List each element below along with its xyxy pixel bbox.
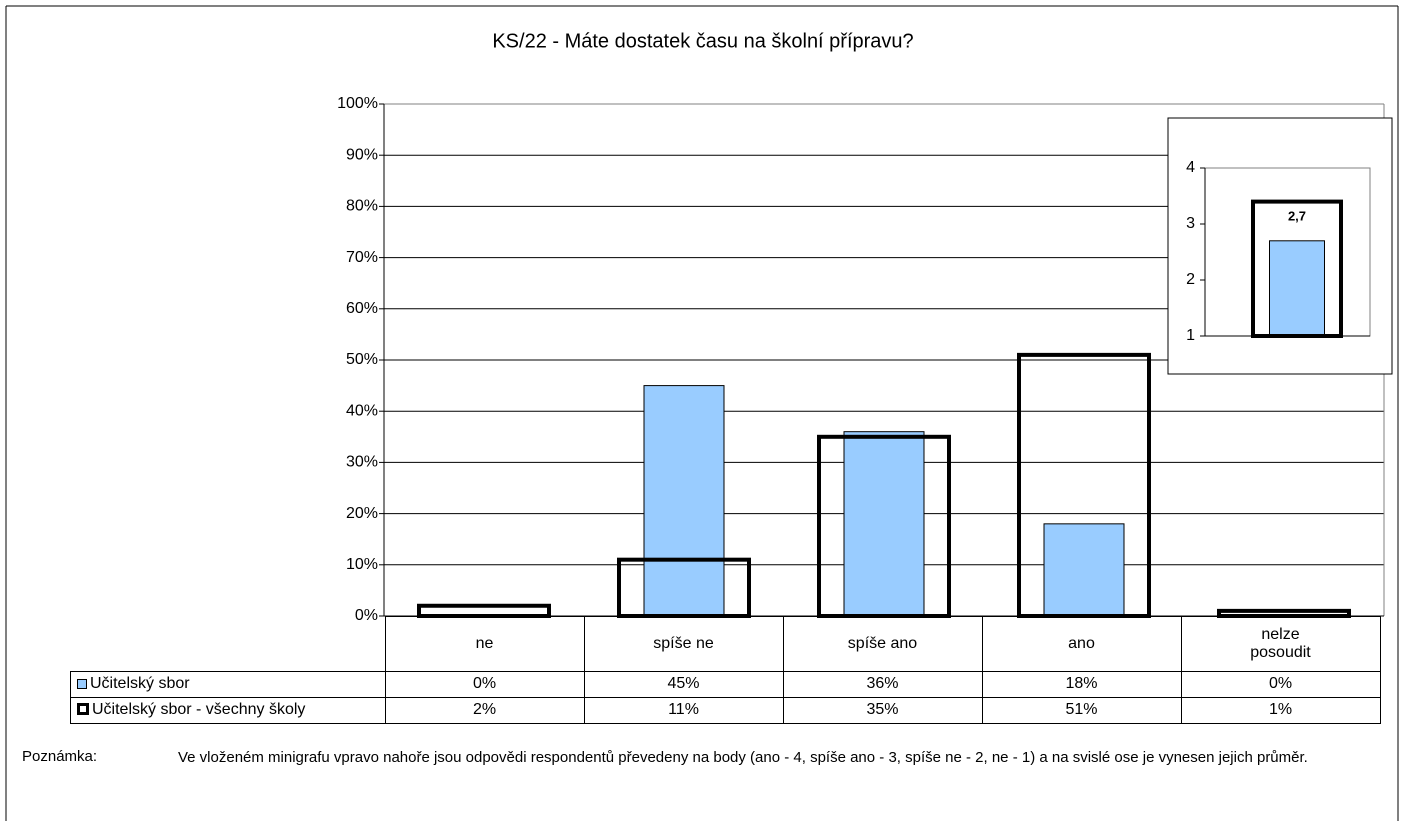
category-label: nelze posoudit <box>1180 616 1381 672</box>
legend-label: Učitelský sbor - všechny školy <box>92 701 306 718</box>
category-label: ne <box>384 616 585 672</box>
y-tick-label: 10% <box>346 556 378 573</box>
data-label: 11% <box>583 696 784 724</box>
bar-outline <box>417 603 551 619</box>
data-label: 2% <box>384 696 585 724</box>
y-tick-label: 80% <box>346 198 378 215</box>
category-label: spíše ne <box>583 616 784 672</box>
chart-title: KS/22 - Máte dostatek času na školní pří… <box>492 30 913 52</box>
data-label: 2,7 <box>1288 208 1306 223</box>
table-row: Učitelský sbor 0% 45% 36% 18% 0% <box>70 670 1381 698</box>
inset-y-tick-label: 3 <box>1186 215 1195 232</box>
note-label: Poznámka: <box>22 748 98 765</box>
data-label: 36% <box>782 670 983 698</box>
table-header-row: ne spíše ne spíše ano ano nelze posoudit <box>71 616 1381 672</box>
legend-key <box>77 679 87 689</box>
y-tick-label: 100% <box>337 95 378 112</box>
data-label: 18% <box>981 670 1182 698</box>
empty-cell <box>71 617 386 672</box>
y-tick-label: 90% <box>346 146 378 163</box>
data-table: ne spíše ne spíše ano ano nelze posoudit Učit… <box>70 616 1381 724</box>
y-tick-label: 40% <box>346 402 378 419</box>
series-cell: Učitelský sbor <box>70 670 386 698</box>
y-tick-label: 50% <box>346 351 378 368</box>
y-tick-label: 30% <box>346 454 378 471</box>
table-row: Učitelský sbor - všechny školy 2% 11% 35% 51… <box>70 696 1381 724</box>
inset-y-tick-label: 4 <box>1186 159 1195 176</box>
bar <box>1269 240 1325 337</box>
bar <box>1043 523 1125 617</box>
data-label: 35% <box>782 696 983 724</box>
bar <box>843 431 925 617</box>
data-label: 0% <box>1180 670 1381 698</box>
data-label-bg <box>1275 205 1319 227</box>
category-label: ano <box>981 616 1182 672</box>
legend-label: Učitelský sbor <box>90 675 190 692</box>
data-label: 51% <box>981 696 1182 724</box>
inset-y-tick-label: 2 <box>1186 271 1195 288</box>
data-label: 0% <box>384 670 585 698</box>
y-tick-label: 70% <box>346 249 378 266</box>
y-tick-label: 20% <box>346 505 378 522</box>
category-label: spíše ano <box>782 616 983 672</box>
legend-key <box>77 703 89 715</box>
data-label: 1% <box>1180 696 1381 724</box>
inset-y-tick-label: 1 <box>1186 327 1195 344</box>
bar <box>643 385 725 617</box>
data-label: 45% <box>583 670 784 698</box>
note-text: Ve vloženém minigrafu vpravo nahoře jsou… <box>178 749 1308 766</box>
series-cell: Učitelský sbor - všechny školy <box>70 696 386 724</box>
y-tick-label: 60% <box>346 300 378 317</box>
y-tick-label: 0% <box>355 607 378 624</box>
